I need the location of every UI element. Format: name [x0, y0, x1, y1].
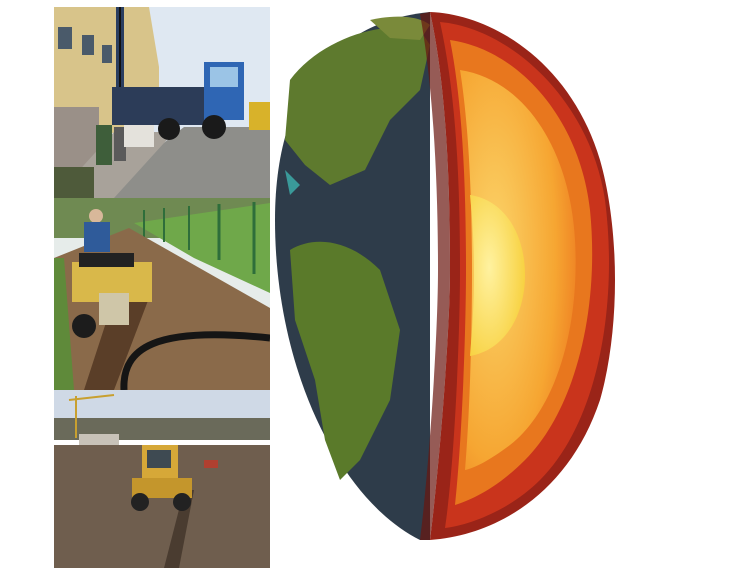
- south-america-landmass: [290, 241, 400, 480]
- excavator-wheel: [173, 493, 191, 511]
- trench: [84, 298, 149, 390]
- window: [82, 35, 94, 55]
- truck-wheel: [202, 115, 226, 139]
- distant-vehicle: [204, 460, 218, 468]
- trencher-photo: [54, 198, 270, 390]
- earth-cutaway: [275, 12, 615, 540]
- north-america-landmass: [285, 27, 430, 185]
- trencher-scene: [54, 198, 270, 390]
- green-bin: [96, 125, 112, 165]
- excavator-body: [132, 478, 192, 498]
- cab-window: [210, 67, 238, 87]
- truck-wheel: [158, 118, 180, 140]
- worker-head: [89, 209, 103, 223]
- road: [94, 127, 270, 198]
- excavator-photo: [54, 390, 270, 568]
- trencher-wheel: [72, 314, 96, 338]
- building-site: [79, 434, 119, 446]
- worker-jacket: [84, 222, 110, 252]
- caribbean-shallows: [285, 170, 300, 195]
- excavator-wheel: [131, 493, 149, 511]
- yellow-vehicle: [249, 102, 270, 130]
- greenland-landmass: [370, 16, 430, 40]
- black-pipe: [120, 331, 270, 390]
- grey-bin: [114, 127, 126, 161]
- cut-edge-shadow: [420, 12, 450, 540]
- hedge: [54, 167, 94, 198]
- drilling-rig-scene: [54, 7, 270, 198]
- earth-cutaway-illustration: [270, 0, 742, 572]
- window: [102, 45, 112, 63]
- inner-core: [470, 195, 525, 356]
- cab-window: [147, 450, 171, 468]
- trencher-engine: [79, 253, 134, 267]
- trencher-drum: [99, 293, 129, 325]
- grass-field: [134, 203, 270, 293]
- excavator-scene: [54, 390, 270, 568]
- grass-left: [54, 258, 74, 390]
- window: [58, 27, 72, 49]
- drilling-rig-photo: [54, 7, 270, 198]
